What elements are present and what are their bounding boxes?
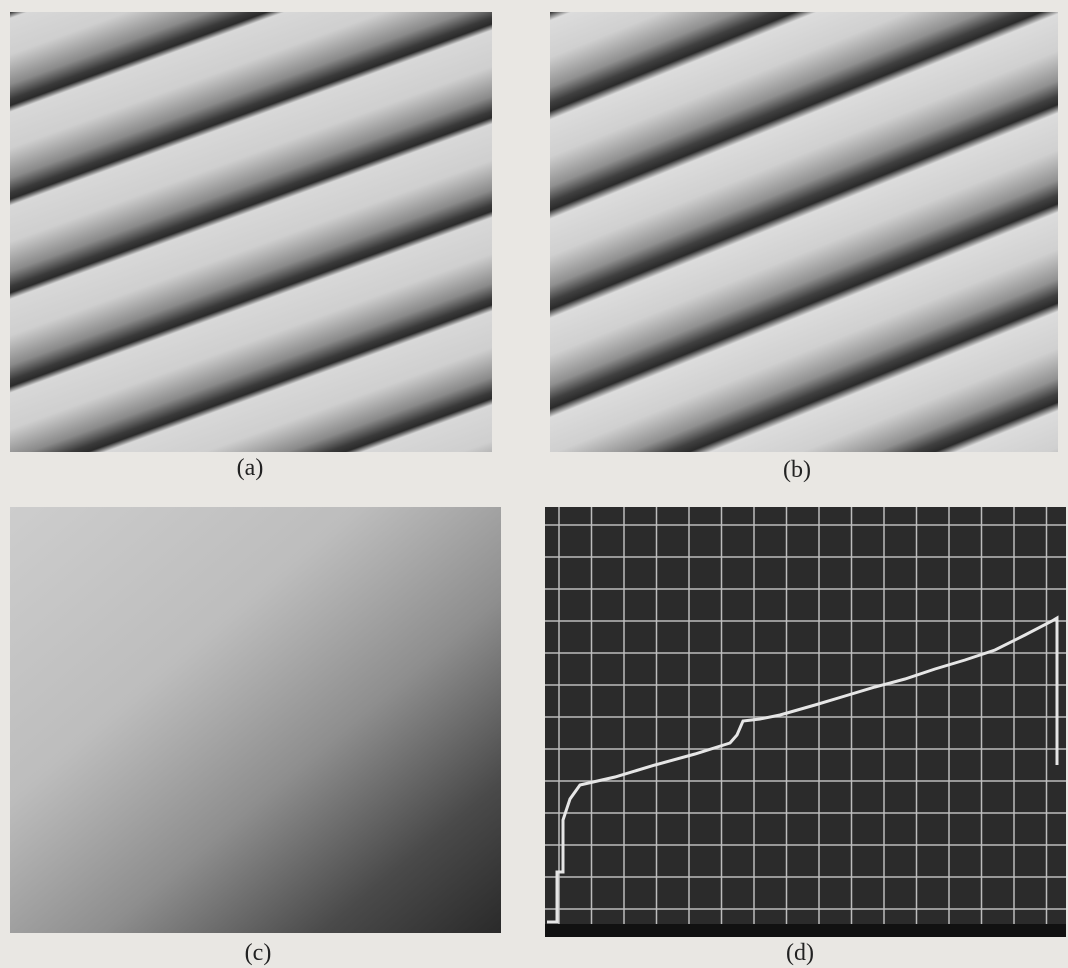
panel-label: (c) [218, 940, 298, 967]
phase-map-c [10, 507, 501, 933]
panel-label: (b) [757, 457, 837, 484]
baseline-band [545, 924, 1066, 937]
panel-label: (d) [760, 940, 840, 967]
fringe-image-b [550, 12, 1058, 452]
screen [545, 507, 1066, 937]
panel-label: (a) [210, 455, 290, 482]
profile-trace-d [545, 507, 1066, 937]
figure: (a) (b) (c) (d) [0, 0, 1068, 968]
fringe-image-a [10, 12, 492, 452]
